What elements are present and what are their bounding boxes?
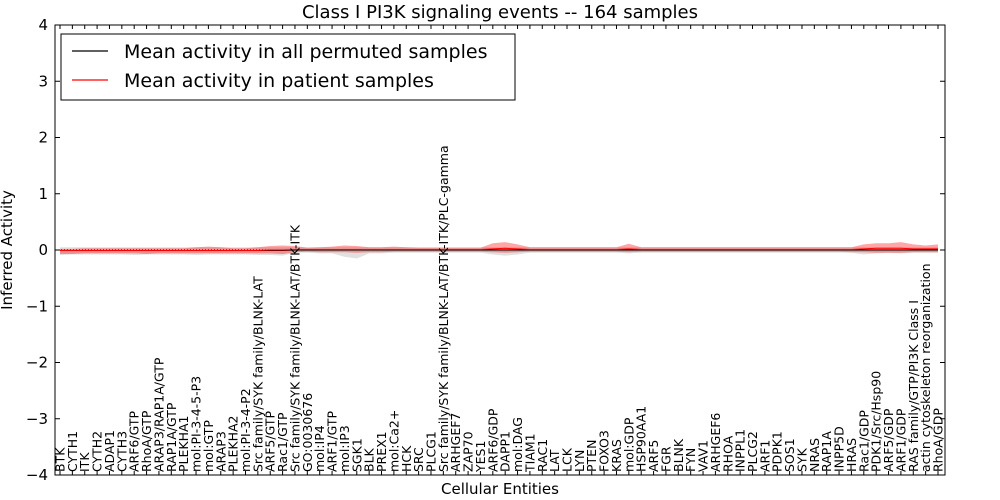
y-tick-label: −3 [26,410,48,428]
x-category-label: RAP1A [819,431,834,472]
x-category-label: PLEKHA2 [226,415,241,472]
x-category-label: PTEN [584,440,599,472]
x-category-label: PLCG1 [424,431,439,472]
x-category-label: RhoA/GDP [931,408,946,472]
x-category-label: VAV1 [696,440,711,472]
x-category-label: PDPK1 [770,431,785,472]
y-tick-label: −1 [26,297,48,315]
y-tick-label: 3 [38,72,48,90]
y-tick-label: 1 [38,185,48,203]
legend-frame [60,33,516,101]
x-category-label: Rac1/GDP [856,410,871,472]
x-category-label: RAS family/GTP/PI3K Class I [906,300,921,472]
x-category-label: ZAP70 [461,431,476,472]
x-category-label: CYTH2 [90,431,105,472]
x-category-label: mol:Ca2+ [386,410,401,472]
x-category-label: TIAM1 [522,433,537,473]
chart-title: Class I PI3K signaling events -- 164 sam… [302,2,698,23]
legend: Mean activity in all permuted samples Me… [60,33,516,101]
x-category-label: FGR [658,446,673,472]
x-category-label: ARF5 [646,440,661,472]
plot-area: −4 −3 −2 −1 0 1 2 3 4 BTKCYTH1ITKCYTH2ADAP1CYTH3… [26,16,946,484]
x-category-label: BLNK [671,438,686,472]
x-category-label: HRAS [844,438,859,472]
y-tick-label: 2 [38,129,48,147]
x-category-label: FOXO3 [597,430,612,472]
x-category-label: YES1 [473,441,488,473]
legend-label-patient: Mean activity in patient samples [124,70,434,92]
x-category-label: LYN [572,450,587,472]
x-category-label: ARHGEF6 [708,413,723,472]
y-tick-label: 0 [38,241,48,259]
x-category-label: mol:IP3 [337,425,352,472]
x-category-label: mol:GTP [201,420,216,472]
x-category-label: HCK [399,445,414,472]
x-category-label: ARF1 [757,440,772,472]
x-category-label: PLCG2 [745,431,760,472]
x-category-label: Src family/SYK family/BLNK-LAT/BTK-ITK [288,224,303,472]
x-category-label: ARAP3 [213,431,228,472]
x-category-label: Src family/SYK family/BLNK-LAT [250,276,265,472]
x-axis-ticks: BTKCYTH1ITKCYTH2ADAP1CYTH3ARF6/GTPRhoA/G… [53,25,946,475]
x-category-label: BLK [362,447,377,472]
x-category-label: mol:PI-3-4-5-P3 [189,376,204,472]
x-category-label: SYK [795,447,810,472]
x-category-label: RhoA/GTP [139,410,154,472]
x-category-label: Src family/SYK family/BLNK-LAT/BTK-ITK/P… [436,145,451,472]
x-category-label: mol:DAG [510,417,525,472]
x-category-label: BTK [53,447,68,472]
x-category-label: CYTH1 [65,431,80,472]
x-category-label: ARF6/GTP [127,411,142,472]
x-category-label: FYN [683,448,698,472]
x-category-label: ITK [77,452,92,472]
y-axis-ticks: −4 −3 −2 −1 0 1 2 3 4 [26,16,945,484]
x-category-label: ARF6/GDP [485,408,500,472]
x-category-label: SRC [411,447,426,472]
legend-label-permuted: Mean activity in all permuted samples [124,41,487,63]
y-tick-label: −2 [26,354,48,372]
x-category-label: Rac1/GTP [275,412,290,472]
x-category-label: mol:GDP [621,417,636,472]
x-category-label: NRAS [807,438,822,472]
x-category-label: PLEKHA1 [176,415,191,472]
x-axis-label: Cellular Entities [441,480,559,498]
x-category-label: SOS1 [782,438,797,472]
series-lines [60,247,938,252]
x-category-label: RAP1A/GTP [164,402,179,472]
x-category-label: LCK [560,447,575,472]
x-category-label: DAPP1 [498,431,513,472]
x-category-label: ARF5/GTP [263,411,278,472]
x-category-label: mol:IP4 [312,425,327,472]
x-category-label: RAC1 [535,439,550,472]
x-category-label: KRAS [609,439,624,472]
x-category-label: ARHGEF7 [448,413,463,472]
x-category-label: actin cytoskeleton reorganization [918,263,933,472]
x-category-label: ADAP1 [102,430,117,472]
x-category-label: HSP90AA1 [634,406,649,472]
x-category-label: RHOA [720,435,735,472]
x-category-label: mol:PI-3-4-P2 [238,388,253,472]
x-category-label: SGK1 [349,438,364,472]
x-category-label: CYTH3 [114,431,129,472]
x-category-label: ARAP3/RAP1A/GTP [151,357,166,472]
y-tick-label: 4 [38,16,48,34]
x-category-label: INPPL1 [733,429,748,472]
y-tick-label: −4 [26,466,48,484]
x-category-label: GO:0030676 [300,393,315,472]
series-line-patient [60,247,938,252]
x-category-label: ARF5/GDP [881,408,896,472]
x-category-label: ARF1/GTP [325,411,340,472]
x-category-label: PREX1 [374,431,389,472]
x-category-label: ARF1/GDP [893,408,908,472]
x-category-label: PDK1/Src/Hsp90 [869,371,884,472]
y-axis-label: Inferred Activity [0,190,16,310]
x-category-label: INPP5D [832,426,847,472]
x-category-label: LAT [547,449,562,472]
